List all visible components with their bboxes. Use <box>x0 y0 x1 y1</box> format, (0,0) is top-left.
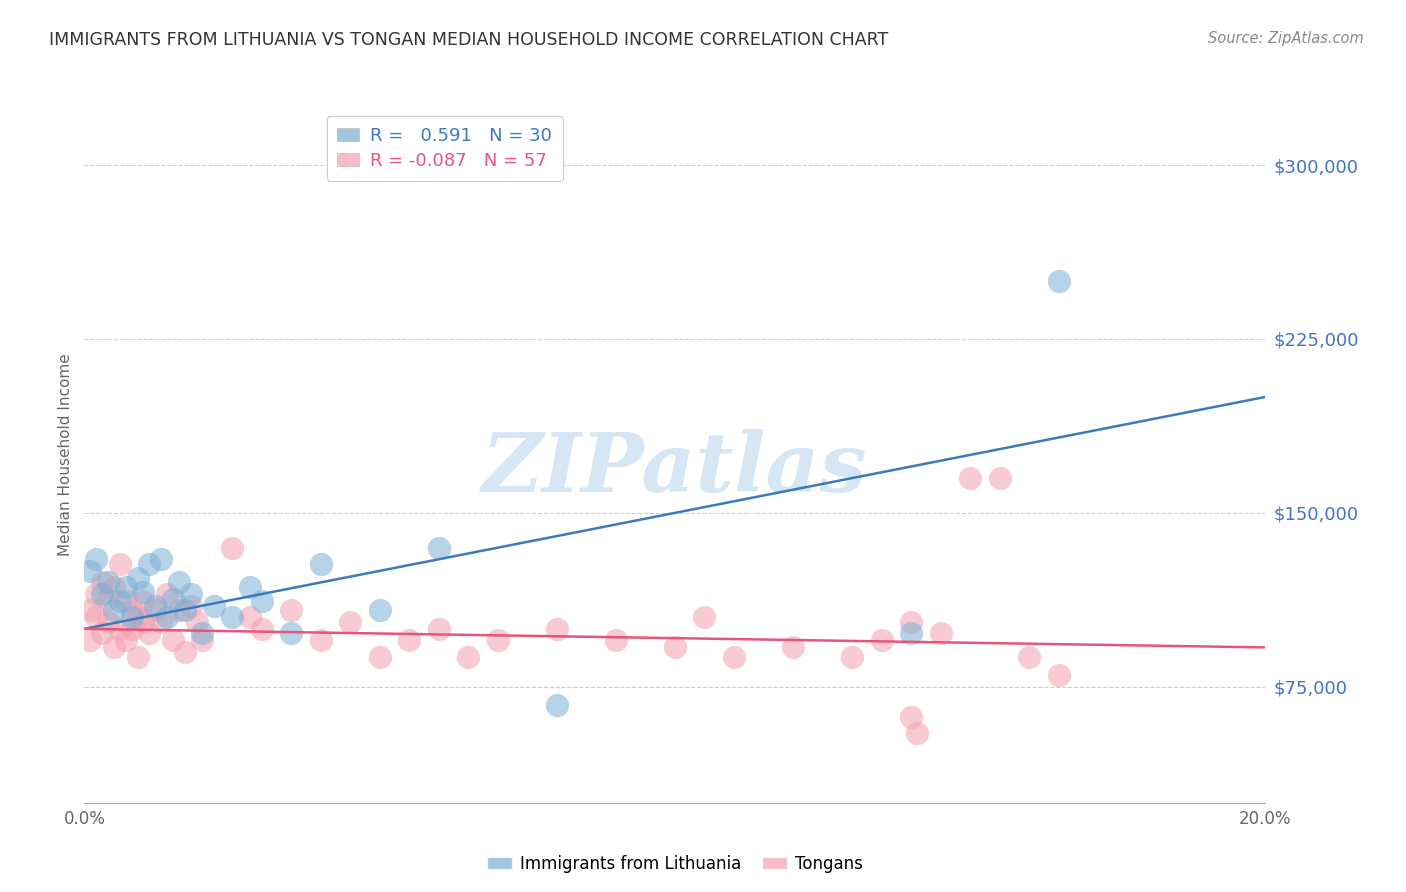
Point <box>339 615 361 629</box>
Point <box>114 633 136 648</box>
Point <box>114 594 136 608</box>
Point <box>900 626 922 640</box>
Point <box>132 584 155 599</box>
Point <box>132 594 155 608</box>
Point <box>988 471 1011 485</box>
Legend: Immigrants from Lithuania, Tongans: Immigrants from Lithuania, Tongans <box>481 848 869 880</box>
Point <box>103 603 125 617</box>
Point <box>97 615 120 629</box>
Point <box>239 610 262 624</box>
Point <box>84 610 107 624</box>
Point <box>309 633 332 648</box>
Point <box>427 622 450 636</box>
Point <box>108 622 131 636</box>
Point <box>121 610 143 624</box>
Point <box>127 649 149 664</box>
Point <box>202 599 225 613</box>
Point <box>84 587 107 601</box>
Point <box>97 591 120 606</box>
Point <box>143 603 166 617</box>
Point <box>121 603 143 617</box>
Point <box>191 626 214 640</box>
Point <box>546 698 568 713</box>
Point <box>221 541 243 555</box>
Point <box>900 710 922 724</box>
Point <box>173 603 195 617</box>
Point <box>870 633 893 648</box>
Point <box>309 557 332 571</box>
Point <box>150 552 173 566</box>
Point <box>167 603 190 617</box>
Point <box>108 557 131 571</box>
Point <box>156 587 179 601</box>
Point <box>457 649 479 664</box>
Point <box>280 626 302 640</box>
Text: IMMIGRANTS FROM LITHUANIA VS TONGAN MEDIAN HOUSEHOLD INCOME CORRELATION CHART: IMMIGRANTS FROM LITHUANIA VS TONGAN MEDI… <box>49 31 889 49</box>
Point <box>1047 274 1070 288</box>
Point <box>250 622 273 636</box>
Point <box>368 649 391 664</box>
Point <box>693 610 716 624</box>
Point <box>398 633 420 648</box>
Point <box>929 626 952 640</box>
Point <box>156 610 179 624</box>
Point <box>79 603 101 617</box>
Point <box>143 599 166 613</box>
Point <box>127 571 149 585</box>
Point <box>91 587 114 601</box>
Point <box>79 564 101 578</box>
Point <box>97 575 120 590</box>
Point <box>486 633 509 648</box>
Point <box>173 645 195 659</box>
Legend: R =   0.591   N = 30, R = -0.087   N = 57: R = 0.591 N = 30, R = -0.087 N = 57 <box>326 116 562 181</box>
Point <box>905 726 928 740</box>
Point <box>162 591 184 606</box>
Point <box>127 610 149 624</box>
Point <box>79 633 101 648</box>
Point <box>103 640 125 655</box>
Point <box>108 594 131 608</box>
Point <box>427 541 450 555</box>
Point <box>138 626 160 640</box>
Point <box>841 649 863 664</box>
Point <box>221 610 243 624</box>
Point <box>103 580 125 594</box>
Point <box>368 603 391 617</box>
Point <box>1047 668 1070 682</box>
Point <box>250 594 273 608</box>
Point <box>84 552 107 566</box>
Point <box>1018 649 1040 664</box>
Point <box>191 633 214 648</box>
Point <box>605 633 627 648</box>
Point <box>723 649 745 664</box>
Point <box>114 580 136 594</box>
Point <box>138 557 160 571</box>
Point <box>180 587 202 601</box>
Point <box>180 599 202 613</box>
Point <box>900 615 922 629</box>
Point <box>121 622 143 636</box>
Point <box>91 626 114 640</box>
Point <box>167 575 190 590</box>
Point <box>664 640 686 655</box>
Point <box>959 471 981 485</box>
Point <box>239 580 262 594</box>
Point <box>150 615 173 629</box>
Text: ZIPatlas: ZIPatlas <box>482 429 868 508</box>
Point <box>132 615 155 629</box>
Point <box>162 633 184 648</box>
Point <box>546 622 568 636</box>
Point <box>91 575 114 590</box>
Y-axis label: Median Household Income: Median Household Income <box>58 353 73 557</box>
Point <box>280 603 302 617</box>
Point <box>186 615 208 629</box>
Text: Source: ZipAtlas.com: Source: ZipAtlas.com <box>1208 31 1364 46</box>
Point <box>782 640 804 655</box>
